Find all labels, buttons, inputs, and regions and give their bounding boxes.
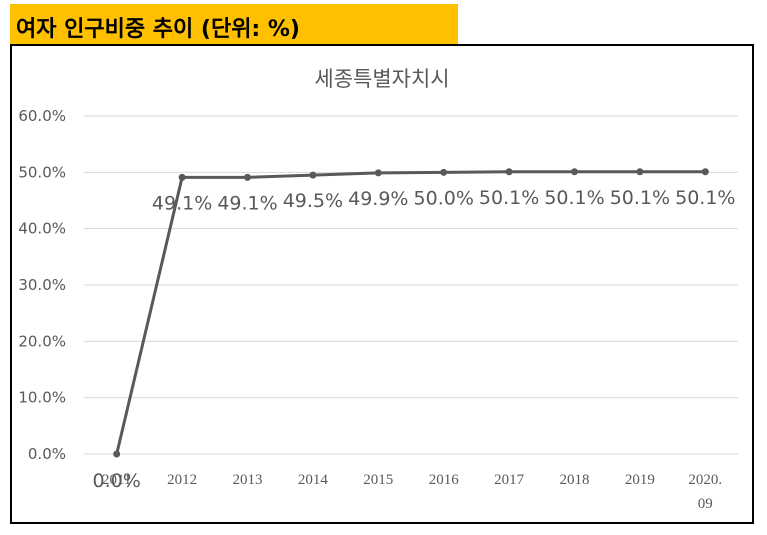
data-label: 50.1% bbox=[610, 187, 670, 209]
chart-title: 세종특별자치시 bbox=[314, 67, 449, 91]
x-tick-label: 2020. 09 bbox=[688, 472, 722, 512]
y-tick-label: 0.0% bbox=[28, 445, 66, 463]
y-tick-label: 20.0% bbox=[18, 332, 66, 350]
data-label: 50.1% bbox=[675, 187, 735, 209]
y-tick-label: 10.0% bbox=[18, 389, 66, 407]
data-label: 50.1% bbox=[544, 187, 604, 209]
y-tick-label: 50.0% bbox=[18, 163, 66, 181]
x-tick-label: 2013 bbox=[233, 472, 263, 488]
header-bar: 여자 인구비중 추이 (단위: %) bbox=[10, 4, 458, 44]
page-title: 여자 인구비중 추이 (단위: %) bbox=[16, 17, 300, 42]
data-point bbox=[440, 168, 448, 176]
data-label: 49.1% bbox=[217, 192, 277, 214]
data-label: 49.1% bbox=[152, 192, 212, 214]
y-tick-label: 40.0% bbox=[18, 220, 66, 238]
y-tick-label: 60.0% bbox=[18, 107, 66, 125]
data-point bbox=[636, 168, 644, 176]
y-tick-label: 30.0% bbox=[18, 276, 66, 294]
x-tick-label: 2019 bbox=[625, 472, 655, 488]
x-tick-label: 2014 bbox=[298, 472, 329, 488]
data-point bbox=[113, 450, 121, 458]
x-tick-label: 2012 bbox=[167, 472, 197, 488]
data-point bbox=[374, 169, 382, 177]
data-point bbox=[505, 168, 513, 176]
data-label: 49.5% bbox=[283, 190, 343, 212]
x-tick-label: 2015 bbox=[363, 472, 393, 488]
data-point bbox=[701, 168, 709, 176]
data-point bbox=[244, 173, 251, 181]
data-point bbox=[571, 168, 578, 176]
chart-frame bbox=[10, 44, 754, 524]
x-tick-label: 2016 bbox=[429, 472, 460, 488]
data-label: 0.0% bbox=[93, 470, 141, 492]
data-label: 50.1% bbox=[479, 187, 539, 209]
data-label: 49.9% bbox=[348, 188, 408, 210]
x-tick-label: 2011 bbox=[102, 472, 131, 488]
x-tick-label: 2017 bbox=[494, 472, 525, 488]
series-line bbox=[115, 170, 706, 455]
data-point bbox=[309, 171, 317, 179]
data-point bbox=[178, 173, 186, 181]
data-label: 50.0% bbox=[414, 187, 474, 209]
x-tick-label: 2018 bbox=[560, 472, 590, 488]
